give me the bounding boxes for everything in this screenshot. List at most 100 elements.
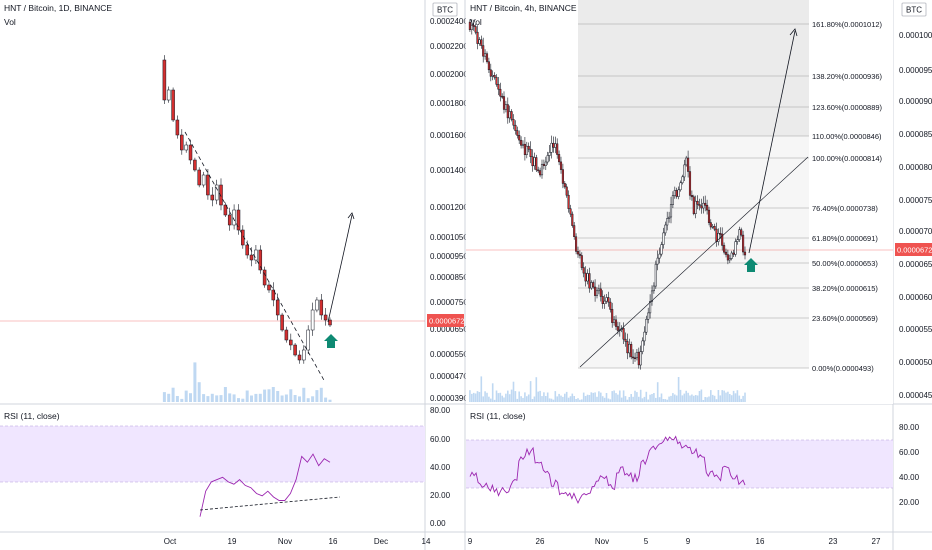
volume-bar [592, 392, 594, 402]
candle-body [262, 269, 267, 286]
candle-body [516, 130, 519, 136]
left-currency-badge[interactable] [432, 2, 458, 17]
candle-body [206, 174, 210, 196]
candle-body [614, 319, 618, 327]
candle-body [637, 351, 640, 366]
right-volume-label[interactable]: Vol [470, 17, 482, 27]
candle-body [724, 251, 728, 255]
volume-bar [564, 393, 566, 402]
volume-bar [319, 387, 323, 402]
right-rsi-label[interactable]: RSI (11, close) [470, 411, 526, 421]
candle-body [713, 226, 716, 230]
left-price-tick: 0.0000470 [430, 372, 468, 381]
volume-bar [664, 399, 667, 402]
volume-bar [484, 391, 486, 402]
volume-bar [660, 393, 663, 402]
left-volume-label[interactable]: Vol [4, 17, 16, 27]
volume-bar [679, 389, 682, 402]
candle-body [559, 161, 563, 170]
volume-bar [245, 390, 249, 402]
candle-body [603, 300, 606, 304]
candle-body [702, 202, 705, 209]
left-price-tick: 0.0000750 [430, 298, 468, 307]
volume-bar [324, 397, 328, 402]
candle-body [537, 169, 540, 172]
right-symbol-title[interactable]: HNT / Bitcoin, 4h, BINANCE [470, 3, 577, 13]
left-time-tick: Dec [374, 537, 388, 546]
left-rsi-line [199, 453, 331, 517]
volume-bar [495, 390, 498, 402]
volume-bar [600, 392, 602, 402]
fib-level-label: 0.00%(0.0000493) [812, 364, 874, 373]
volume-bar [210, 393, 214, 402]
candle-body [529, 148, 532, 157]
left-rsi-trendline[interactable] [199, 496, 341, 511]
fib-level-label: 76.40%(0.0000738) [812, 204, 878, 213]
volume-bar [554, 391, 557, 402]
volume-bar [501, 395, 503, 402]
left-symbol-title[interactable]: HNT / Bitcoin, 1D, BINANCE [4, 3, 112, 13]
volume-bar [584, 396, 587, 402]
left-projection-path[interactable] [327, 214, 353, 323]
volume-bar [698, 391, 701, 402]
volume-bar [529, 381, 532, 402]
candle-body [531, 156, 534, 167]
candle-body [527, 145, 530, 150]
candle-body [622, 328, 625, 340]
volume-bar [573, 396, 575, 402]
candle-body [696, 200, 699, 205]
volume-bar [171, 387, 175, 402]
volume-bar [636, 392, 638, 402]
left-time-tick: Oct [164, 537, 177, 546]
right-projection-path[interactable] [748, 30, 796, 254]
candle-body [542, 163, 545, 166]
volume-bar [696, 395, 699, 402]
left-downtrend-line[interactable] [184, 131, 326, 383]
candle-body [597, 288, 600, 292]
right-time-axis[interactable]: 9 26 Nov 5 9 16 23 27 [468, 537, 881, 546]
candle-body [468, 21, 471, 30]
candle-body [715, 228, 718, 242]
right-currency-badge[interactable] [901, 2, 927, 17]
volume-bar [598, 391, 600, 402]
volume-bar [499, 392, 502, 402]
candle-body [687, 157, 690, 172]
candle-body [575, 236, 578, 252]
left-price-axis[interactable]: 0.0002400 0.0002200 0.0002000 0.0001800 … [430, 17, 468, 403]
candle-body [641, 340, 644, 352]
volume-bar [729, 394, 731, 402]
left-time-axis[interactable]: Oct 19 Nov 16 Dec 14 [164, 537, 431, 546]
right-rsi-pane[interactable]: RSI (11, close) 80.00 60.00 40.00 20.00 [466, 411, 920, 507]
candle-body [548, 152, 551, 156]
volume-bar [615, 393, 617, 402]
left-rsi-pane[interactable]: RSI (11, close) 80.00 60.00 40.00 20.00 … [0, 406, 451, 528]
right-rsi-tick: 80.00 [899, 423, 920, 432]
volume-bar [575, 399, 577, 402]
volume-bar [537, 391, 539, 402]
candle-body [660, 244, 663, 255]
right-fib-trendline[interactable] [579, 156, 809, 368]
volume-bar [543, 392, 545, 402]
volume-bar [567, 397, 570, 402]
volume-bar [167, 393, 171, 402]
right-fibonacci-retracement[interactable]: 161.80%(0.0001012) 138.20%(0.0000936) 12… [578, 0, 883, 373]
right-currency-badge-text: BTC [906, 6, 922, 15]
candle-body [546, 155, 549, 163]
volume-bar [298, 396, 301, 402]
volume-bar [478, 392, 481, 402]
volume-bar [732, 390, 735, 402]
left-rsi-label[interactable]: RSI (11, close) [4, 411, 60, 421]
candle-body [698, 204, 701, 207]
candle-body [284, 329, 289, 341]
candle-body [482, 45, 485, 57]
candle-body [609, 301, 612, 310]
candle-body [474, 26, 477, 33]
volume-bar [628, 397, 631, 402]
left-rsi-tick: 60.00 [430, 435, 451, 444]
volume-bar [744, 392, 746, 402]
candle-body [692, 196, 695, 214]
candle-body [601, 296, 604, 304]
candle-body [544, 161, 547, 166]
